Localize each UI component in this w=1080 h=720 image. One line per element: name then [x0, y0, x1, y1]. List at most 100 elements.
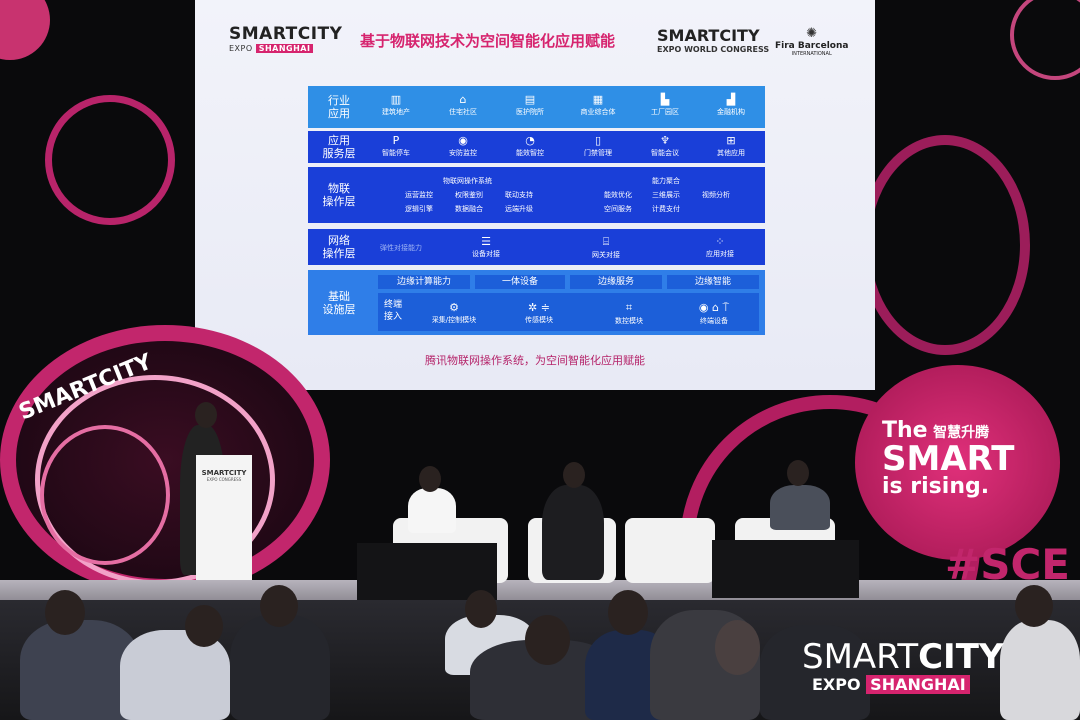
edge-chip: 边缘服务 [570, 275, 662, 289]
audience-head [608, 590, 648, 635]
door-icon: ▯ [594, 134, 602, 147]
capability: 运营监控 [405, 191, 433, 199]
armchair [625, 518, 715, 583]
podium-logo: EXPO CONGRESS [206, 477, 242, 482]
group-title: 物联网操作系统 [443, 177, 492, 185]
module-item: ◉ ⌂ ⍑ 终端设备 [678, 301, 750, 326]
module-item: ⌗ 数控模块 [593, 301, 665, 326]
audience-member [1000, 620, 1080, 720]
logo-text: EXPO WORLD CONGRESS [657, 45, 770, 54]
item-label: 设备对接 [472, 250, 500, 258]
item-label: 医护院所 [516, 108, 544, 116]
capability: 三维展示 [652, 191, 680, 199]
decor-ring [860, 135, 1030, 355]
projection-screen: SMARTCITY EXPO SHANGHAI 基于物联网技术为空间智能化应用赋能… [195, 0, 875, 390]
decor-ring [40, 425, 170, 565]
item-label: 应用对接 [706, 250, 734, 258]
module-item: ⚙ 采集/控制模块 [418, 301, 490, 325]
layer-iot-os: 物联 操作层 物联网操作系统 运营监控 权限鉴别 联动支持 逻辑引擎 数据融合 … [308, 167, 765, 223]
service-item: ◉ 安防监控 [433, 134, 493, 158]
logo-text: Fira Barcelona [775, 41, 849, 51]
device-icon: ☰ [481, 235, 491, 248]
coffee-table [712, 540, 859, 598]
audience-head [260, 585, 298, 627]
item-label: 安防监控 [449, 149, 477, 157]
sign-text: 智慧升腾 [933, 425, 990, 441]
item-label: 终端设备 [700, 317, 728, 325]
smartcity-expo-shanghai-watermark: SMARTCITY EXPO SHANGHAI [802, 637, 1004, 694]
watermark-text: SMART [802, 637, 919, 677]
capability: 视频分析 [702, 191, 730, 199]
terminal-icon: ◉ ⌂ ⍑ [698, 301, 730, 314]
industry-item: ▤ 医护院所 [500, 93, 560, 117]
item-label: 门禁管理 [584, 149, 612, 157]
layer-label: 基础 设施层 [322, 290, 356, 316]
fan-icon: ✺ [806, 26, 818, 41]
panelist [408, 488, 456, 533]
service-item: ⊞ 其他应用 [701, 134, 761, 158]
network-item: ☰ 设备对接 [456, 235, 516, 259]
panelist [542, 485, 604, 580]
sign-text: The [882, 418, 928, 443]
mall-icon: ▦ [592, 93, 604, 106]
edge-chip: 边缘智能 [667, 275, 759, 289]
watermark-text: EXPO [812, 675, 861, 694]
item-label: 住宅社区 [449, 108, 477, 116]
capability: 联动支持 [505, 191, 533, 199]
item-label: 金融机构 [717, 108, 745, 116]
panelist [770, 485, 830, 530]
logo-text: SMARTCITY [657, 26, 760, 45]
service-item: ▯ 门禁管理 [568, 134, 628, 158]
layer-app-service: 应用 服务层 P 智能停车 ◉ 安防监控 ◔ 能效智控 ▯ 门禁管理 ♆ 智能会议 ⊞ 其他… [308, 131, 765, 163]
speaker-head [195, 402, 217, 428]
item-label: 智能会议 [651, 149, 679, 157]
layer-label: 行业 应用 [328, 94, 350, 120]
decor-ring [1010, 0, 1080, 80]
smartcity-shanghai-logo: SMARTCITY EXPO SHANGHAI [229, 24, 342, 53]
audience-head [1015, 585, 1053, 627]
smart-rising-text: The 智慧升腾 SMART is rising. [882, 420, 1014, 498]
controller-icon: ⌗ [625, 301, 633, 314]
terminal-panel: 终端 接入 ⚙ 采集/控制模块 ✲ ≑ 传感模块 ⌗ 数控模块 ◉ ⌂ ⍑ 终端设备 [378, 293, 759, 331]
capability: 计费支付 [652, 205, 680, 213]
capability: 远端升级 [505, 205, 533, 213]
layer-network: 网络 操作层 弹性对接能力 ☰ 设备对接 ⌸ 网关对接 ⁘ 应用对接 [308, 229, 765, 265]
terminal-label: 终端 接入 [384, 300, 403, 322]
coffee-table [357, 543, 497, 600]
panelist-head [787, 460, 809, 486]
item-label: 传感模块 [525, 316, 553, 324]
item-label: 其他应用 [717, 149, 745, 157]
fira-barcelona-logo: ✺ Fira Barcelona INTERNATIONAL [775, 26, 848, 57]
chip-icon: ⚙ [449, 301, 459, 314]
item-label: 采集/控制模块 [431, 316, 477, 324]
podium-logo: SMARTCITY [201, 469, 247, 477]
watermark-text: CITY [918, 637, 1004, 677]
group-title: 能力聚合 [652, 177, 680, 185]
audience-member [760, 625, 870, 720]
smartcity-world-congress-logo: SMARTCITY EXPO WORLD CONGRESS [657, 26, 769, 54]
capability: 能效优化 [604, 191, 632, 199]
layer-label: 物联 操作层 [322, 182, 356, 208]
audience-head [465, 590, 497, 628]
smart-rising-sign [855, 365, 1060, 560]
network-item: ⌸ 网关对接 [576, 235, 636, 260]
item-label: 建筑地产 [382, 108, 410, 116]
industry-item: ▥ 建筑地产 [366, 93, 426, 117]
module-item: ✲ ≑ 传感模块 [503, 301, 575, 325]
item-label: 商业综合体 [580, 108, 616, 116]
logo-text: SMARTCITY [229, 24, 343, 44]
gateway-icon: ⌸ [602, 235, 610, 248]
service-item: P 智能停车 [366, 134, 426, 158]
industry-item: ▟ 金融机构 [701, 93, 761, 117]
building-icon: ▥ [390, 93, 402, 106]
audience-head [715, 620, 760, 675]
apps-icon: ⁘ [715, 235, 725, 248]
item-label: 网关对接 [592, 251, 620, 259]
layer-industry: 行业 应用 ▥ 建筑地产 ⌂ 住宅社区 ▤ 医护院所 ▦ 商业综合体 ▙ 工厂园区 ▟ 金融… [308, 86, 765, 128]
meeting-icon: ♆ [660, 134, 670, 147]
decor-ring [45, 95, 175, 225]
network-item: ⁘ 应用对接 [690, 235, 750, 259]
capability: 空间服务 [604, 205, 632, 213]
capability: 逻辑引擎 [405, 205, 433, 213]
watermark-badge: SHANGHAI [866, 675, 970, 694]
